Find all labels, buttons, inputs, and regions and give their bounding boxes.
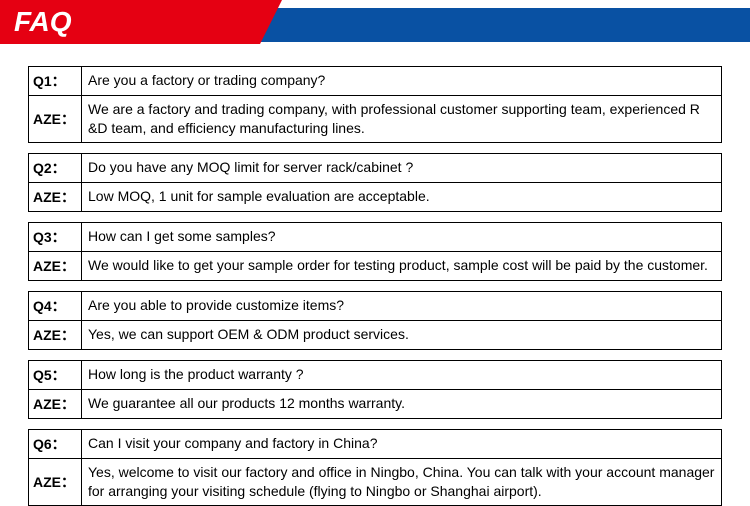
q-text: Are you a factory or trading company? <box>82 66 722 96</box>
header-bar: FAQ <box>0 0 750 44</box>
a-text: Yes, we can support OEM & ODM product se… <box>82 321 722 350</box>
header-blue-strip <box>245 8 750 42</box>
faq-title: FAQ <box>0 0 260 44</box>
faq-question-row: Q3： How can I get some samples? <box>28 222 722 252</box>
faq-question-row: Q2： Do you have any MOQ limit for server… <box>28 153 722 183</box>
q-text: How can I get some samples? <box>82 222 722 252</box>
q-label: Q2： <box>28 153 82 183</box>
q-text: Can I visit your company and factory in … <box>82 429 722 459</box>
q-label: Q6： <box>28 429 82 459</box>
faq-answer-row: AZE： Low MOQ, 1 unit for sample evaluati… <box>28 183 722 212</box>
faq-content: Q1： Are you a factory or trading company… <box>0 44 750 506</box>
faq-question-row: Q5： How long is the product warranty ? <box>28 360 722 390</box>
q-label: Q1： <box>28 66 82 96</box>
faq-question-row: Q4： Are you able to provide customize it… <box>28 291 722 321</box>
faq-block-6: Q6： Can I visit your company and factory… <box>28 429 722 506</box>
faq-answer-row: AZE： We are a factory and trading compan… <box>28 96 722 143</box>
a-label: AZE： <box>28 459 82 506</box>
header-red-strip: FAQ <box>0 0 260 44</box>
q-text: Do you have any MOQ limit for server rac… <box>82 153 722 183</box>
a-text: We would like to get your sample order f… <box>82 252 722 281</box>
faq-answer-row: AZE： We would like to get your sample or… <box>28 252 722 281</box>
faq-block-1: Q1： Are you a factory or trading company… <box>28 66 722 143</box>
faq-block-2: Q2： Do you have any MOQ limit for server… <box>28 153 722 212</box>
a-text: We are a factory and trading company, wi… <box>82 96 722 143</box>
a-label: AZE： <box>28 183 82 212</box>
a-label: AZE： <box>28 96 82 143</box>
q-label: Q4： <box>28 291 82 321</box>
faq-block-4: Q4： Are you able to provide customize it… <box>28 291 722 350</box>
q-label: Q5： <box>28 360 82 390</box>
a-label: AZE： <box>28 390 82 419</box>
a-label: AZE： <box>28 321 82 350</box>
q-text: Are you able to provide customize items? <box>82 291 722 321</box>
a-text: We guarantee all our products 12 months … <box>82 390 722 419</box>
q-label: Q3： <box>28 222 82 252</box>
faq-answer-row: AZE： Yes, welcome to visit our factory a… <box>28 459 722 506</box>
a-label: AZE： <box>28 252 82 281</box>
q-text: How long is the product warranty ? <box>82 360 722 390</box>
faq-block-3: Q3： How can I get some samples? AZE： We … <box>28 222 722 281</box>
faq-block-5: Q5： How long is the product warranty ? A… <box>28 360 722 419</box>
faq-question-row: Q6： Can I visit your company and factory… <box>28 429 722 459</box>
a-text: Yes, welcome to visit our factory and of… <box>82 459 722 506</box>
faq-question-row: Q1： Are you a factory or trading company… <box>28 66 722 96</box>
faq-answer-row: AZE： Yes, we can support OEM & ODM produ… <box>28 321 722 350</box>
a-text: Low MOQ, 1 unit for sample evaluation ar… <box>82 183 722 212</box>
faq-answer-row: AZE： We guarantee all our products 12 mo… <box>28 390 722 419</box>
